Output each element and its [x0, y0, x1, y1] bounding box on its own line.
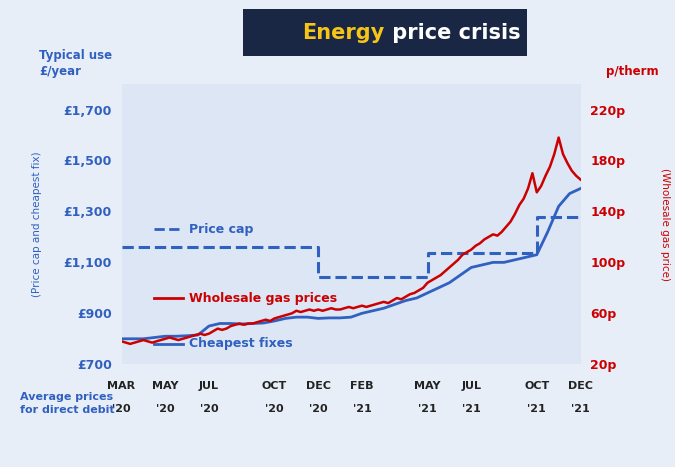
Text: Wholesale gas prices: Wholesale gas prices — [189, 291, 338, 304]
Text: Average prices
for direct debit: Average prices for direct debit — [20, 392, 115, 415]
Text: '21: '21 — [462, 404, 481, 414]
Text: DEC: DEC — [306, 381, 331, 390]
Text: FEB: FEB — [350, 381, 374, 390]
Text: '20: '20 — [112, 404, 131, 414]
Text: '20: '20 — [309, 404, 327, 414]
Text: '20: '20 — [200, 404, 218, 414]
Text: Energy: Energy — [302, 23, 385, 42]
Text: p/therm: p/therm — [606, 65, 659, 78]
Text: '21: '21 — [418, 404, 437, 414]
Text: JUL: JUL — [461, 381, 481, 390]
Text: price crisis: price crisis — [385, 23, 520, 42]
Text: Cheapest fixes: Cheapest fixes — [189, 337, 293, 350]
Text: '20: '20 — [156, 404, 175, 414]
Text: Price cap: Price cap — [189, 223, 254, 236]
Text: MAR: MAR — [107, 381, 136, 390]
Text: DEC: DEC — [568, 381, 593, 390]
Text: Typical use
£/year: Typical use £/year — [39, 50, 112, 78]
Text: MAY: MAY — [152, 381, 178, 390]
Text: JUL: JUL — [199, 381, 219, 390]
Text: (Price cap and cheapest fix): (Price cap and cheapest fix) — [32, 151, 42, 297]
Text: '20: '20 — [265, 404, 284, 414]
Text: (Wholesale gas price): (Wholesale gas price) — [660, 168, 670, 281]
Text: OCT: OCT — [262, 381, 287, 390]
Text: '21: '21 — [352, 404, 371, 414]
Text: '21: '21 — [527, 404, 546, 414]
Text: MAY: MAY — [414, 381, 441, 390]
Text: '21: '21 — [571, 404, 590, 414]
Text: OCT: OCT — [524, 381, 549, 390]
